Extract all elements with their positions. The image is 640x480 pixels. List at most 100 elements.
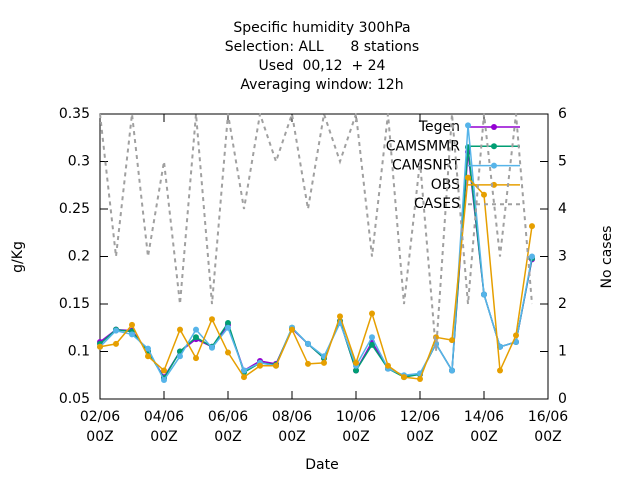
x-axis-label: Date [305,457,338,473]
series-point [97,343,103,350]
chart-title: Averaging window: 12h [240,77,403,93]
series-point [289,326,295,333]
series-line [99,175,533,380]
series-point [529,223,535,230]
series-point [209,316,215,323]
series-point [177,353,183,360]
x-tick-date: 06/06 [208,409,248,425]
y2-axis-label: No cases [599,226,615,289]
chart-title: Used 00,12 + 24 [259,58,386,74]
series-point [193,355,199,362]
series-point [385,362,391,369]
x-tick-label: 10/06 00Z [336,409,376,445]
series-point [241,374,247,381]
series-point [513,332,519,339]
plot-frame [99,113,549,400]
x-tick-hour: 00Z [534,429,561,445]
series-point [129,321,135,328]
y-tick-label: 0.35 [59,106,90,122]
series-point [305,340,311,347]
series-point [225,320,231,326]
series-point [113,340,119,347]
series-point [369,334,375,341]
legend-label: Tegen [418,119,460,135]
y2-tick-label: 5 [558,154,567,170]
series-point [337,313,343,320]
y-axis-label: g/Kg [10,241,26,273]
series-point [369,310,375,317]
x-tick-date: 08/06 [272,409,312,425]
x-tick-hour: 00Z [406,429,433,445]
legend-marker [491,162,497,169]
x-tick-label: 16/06 00Z [528,409,568,445]
series-point [145,345,151,352]
y2-tick-label: 0 [558,391,567,407]
x-tick-date: 12/06 [400,409,440,425]
series-point [481,291,487,298]
x-tick-hour: 00Z [150,429,177,445]
x-tick-hour: 00Z [86,429,113,445]
x-tick-label: 08/06 00Z [272,409,312,445]
series-point [145,353,151,360]
x-tick-hour: 00Z [278,429,305,445]
legend-label: OBS [431,177,460,193]
y2-tick-label: 2 [558,296,567,312]
x-tick-hour: 00Z [342,429,369,445]
series-point [529,253,535,260]
y-tick-label: 0.25 [59,201,90,217]
series-point [225,324,231,331]
x-tick-hour: 00Z [214,429,241,445]
legend-label: CASES [414,196,460,212]
x-tick-date: 16/06 [528,409,568,425]
x-tick-label: 02/06 00Z [80,409,120,445]
series-point [449,337,455,344]
legend-marker [491,143,497,150]
series-point [273,362,279,369]
series-point [497,367,503,374]
series-point [257,362,263,369]
y2-tick-label: 4 [558,201,567,217]
series-point [369,341,375,348]
series-point [225,349,231,356]
series-point [465,174,471,181]
series-point [417,376,423,383]
series-point [241,367,247,374]
series-point [465,122,471,129]
series-point [481,191,487,198]
series-point [321,359,327,366]
y-tick-label: 0.05 [59,391,90,407]
x-tick-date: 04/06 [144,409,184,425]
series-point [129,331,135,338]
series-point [193,326,199,333]
x-tick-label: 14/06 00Z [464,409,504,445]
legend-label: CAMSMMR [386,138,460,154]
y-tick-label: 0.1 [68,344,90,360]
series-line [99,125,533,382]
series-point [513,339,519,345]
y-tick-label: 0.3 [68,154,90,170]
x-tick-hour: 00Z [470,429,497,445]
series-point [305,360,311,367]
x-tick-date: 14/06 [464,409,504,425]
legend-marker [491,124,497,130]
series-point [353,367,359,374]
x-tick-label: 12/06 00Z [400,409,440,445]
x-tick-date: 10/06 [336,409,376,425]
legend-label: CAMSNRT [392,158,461,174]
series-point [193,334,199,341]
series-point [177,326,183,333]
x-tick-label: 04/06 00Z [144,409,184,445]
series-point [209,344,215,351]
y2-tick-label: 3 [558,249,567,265]
chart-title: Selection: ALL 8 stations [225,39,419,55]
x-tick-date: 02/06 [80,409,120,425]
chart-title: Specific humidity 300hPa [233,20,410,36]
series-point [161,367,167,374]
y-tick-label: 0.2 [68,249,90,265]
series-point [161,377,167,383]
series-point [353,359,359,366]
series-point [113,327,119,334]
series-point [401,374,407,381]
